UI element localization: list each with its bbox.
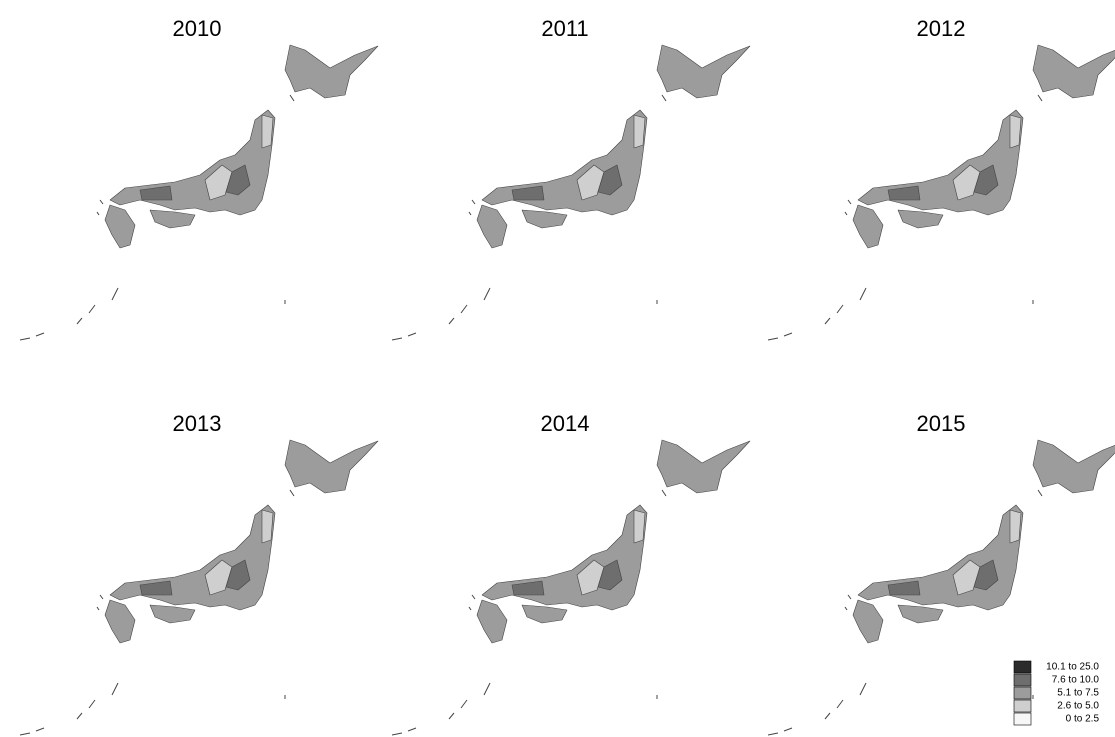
japan-map	[767, 44, 1115, 341]
map-panel	[767, 44, 1115, 341]
japan-map	[19, 44, 379, 341]
legend-label: 0 to 2.5	[1066, 714, 1100, 725]
legend-swatch	[1013, 699, 1032, 713]
map-panel	[19, 439, 379, 736]
legend-label: 10.1 to 25.0	[1046, 662, 1099, 673]
legend-swatch	[1013, 673, 1032, 687]
map-title: 2014	[541, 411, 590, 436]
japan-map	[391, 439, 751, 736]
map-panel	[391, 44, 751, 341]
map-title: 2010	[173, 16, 222, 41]
map-title: 2013	[173, 411, 222, 436]
legend-swatch	[1013, 660, 1032, 674]
legend-swatch	[1013, 712, 1032, 726]
map-panel	[19, 44, 379, 341]
japan-map	[391, 44, 751, 341]
legend-label: 2.6 to 5.0	[1057, 701, 1099, 712]
map-panel	[391, 439, 751, 736]
map-title: 2011	[541, 16, 588, 41]
map-title: 2015	[917, 411, 966, 436]
legend-label: 5.1 to 7.5	[1057, 688, 1099, 699]
legend-label: 7.6 to 10.0	[1052, 675, 1100, 686]
japan-map	[19, 439, 379, 736]
map-title: 2012	[917, 16, 966, 41]
legend-swatch	[1013, 686, 1032, 700]
